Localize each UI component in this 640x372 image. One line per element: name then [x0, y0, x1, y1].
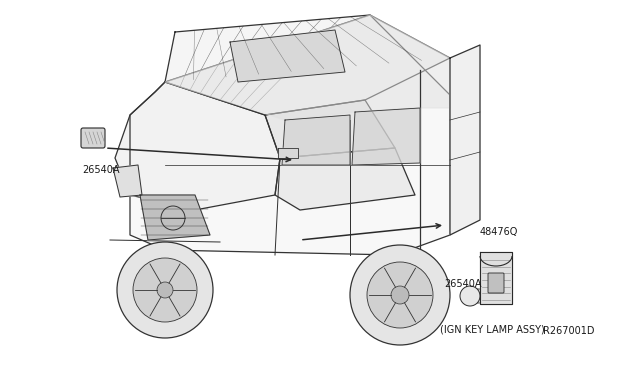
FancyBboxPatch shape: [488, 273, 504, 293]
Polygon shape: [265, 100, 395, 158]
Polygon shape: [113, 165, 142, 197]
Text: 26540A: 26540A: [444, 279, 481, 289]
FancyBboxPatch shape: [81, 128, 105, 148]
Text: R267001D: R267001D: [543, 326, 594, 336]
Polygon shape: [275, 148, 415, 210]
Circle shape: [117, 242, 213, 338]
Circle shape: [460, 286, 480, 306]
FancyBboxPatch shape: [463, 289, 481, 303]
Polygon shape: [230, 30, 345, 82]
Polygon shape: [115, 82, 280, 210]
Polygon shape: [450, 45, 480, 235]
Polygon shape: [165, 15, 450, 115]
Circle shape: [391, 286, 409, 304]
Polygon shape: [352, 108, 420, 165]
Circle shape: [133, 258, 197, 322]
Polygon shape: [165, 15, 450, 120]
Text: 48476Q: 48476Q: [480, 227, 518, 237]
Text: 26540A: 26540A: [82, 165, 120, 175]
Circle shape: [350, 245, 450, 345]
Polygon shape: [278, 148, 298, 158]
Polygon shape: [282, 115, 350, 165]
Polygon shape: [140, 195, 210, 240]
Circle shape: [367, 262, 433, 328]
Circle shape: [157, 282, 173, 298]
Polygon shape: [480, 252, 512, 304]
Text: (IGN KEY LAMP ASSY): (IGN KEY LAMP ASSY): [440, 324, 545, 334]
Polygon shape: [130, 15, 450, 255]
